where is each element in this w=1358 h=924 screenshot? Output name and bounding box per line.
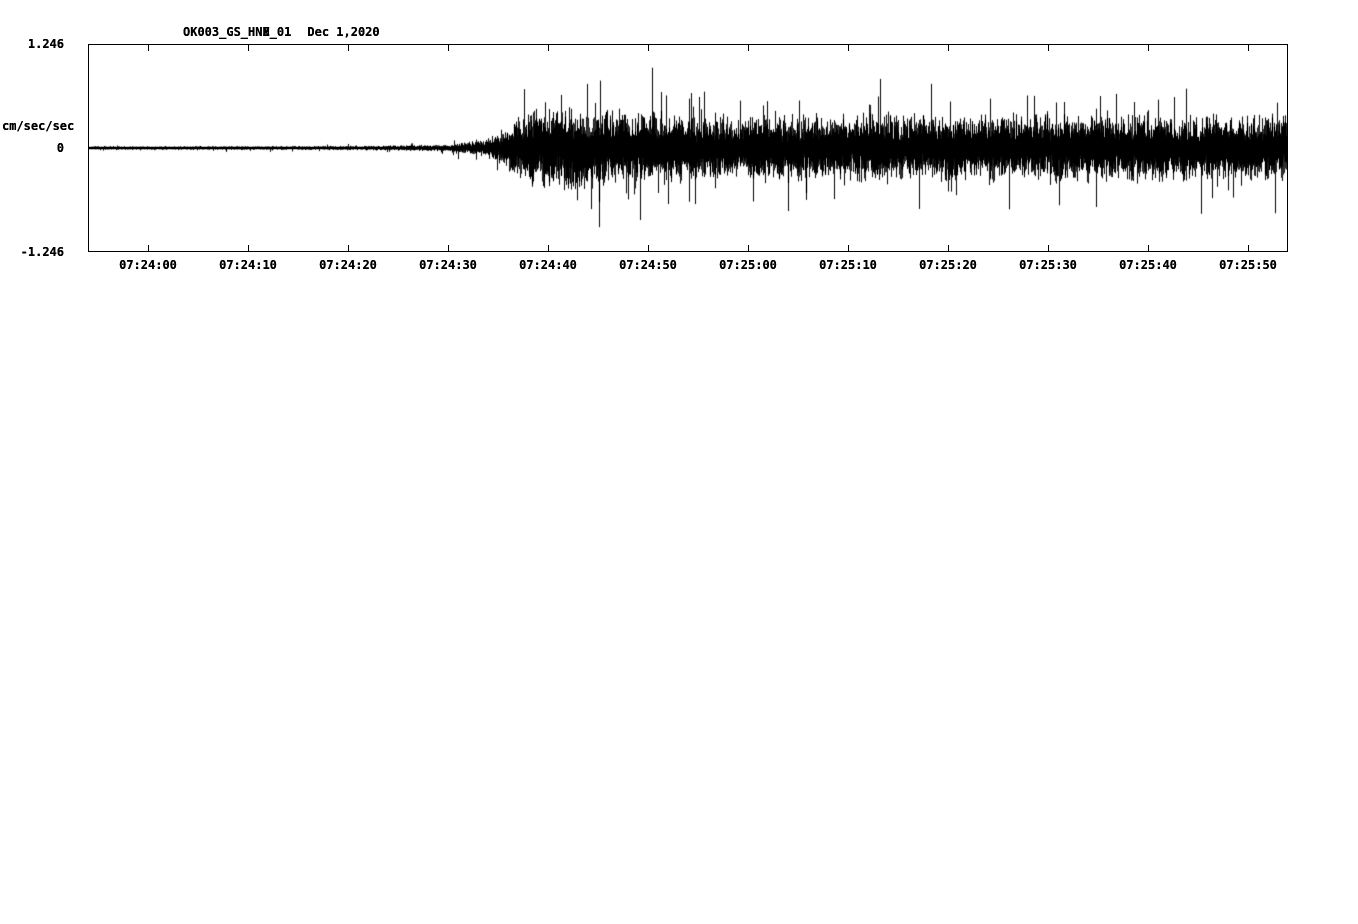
time-axis-labels: 07:24:00 07:24:10 07:24:20 07:24:30 07:24:40… <box>88 258 1288 274</box>
x-tick-label: 07:24:10 <box>219 258 277 272</box>
x-tick-label: 07:25:40 <box>1119 258 1177 272</box>
panel-title: OK003_GS_HNN_01 Dec 1,2020 <box>183 25 380 39</box>
x-tick-label: 07:25:10 <box>819 258 877 272</box>
plot-frame-and-ticks <box>88 44 1288 252</box>
x-tick-label: 07:25:40 <box>1119 258 1177 272</box>
x-tick-label: 07:25:40 <box>1119 258 1177 272</box>
x-tick-label: 07:24:40 <box>519 258 577 272</box>
record-date: Dec 1,2020 <box>307 25 380 39</box>
station-id: OK003_GS_HNE_01 <box>183 25 292 39</box>
station-id: OK003_GS_HNZ_01 <box>183 25 292 39</box>
panel-title: OK003_GS_HNE_01 Dec 1,2020 <box>183 25 380 39</box>
record-date: Dec 1,2020 <box>307 25 380 39</box>
x-tick-label: 07:25:30 <box>1019 258 1077 272</box>
x-tick-label: 07:24:10 <box>219 258 277 272</box>
waveform-trace <box>88 44 1288 252</box>
y-axis-unit-label: cm/sec/sec <box>2 119 75 133</box>
x-tick-label: 07:24:30 <box>419 258 477 272</box>
y-tick-min-label: -1.246 <box>20 245 64 259</box>
x-tick-label: 07:25:00 <box>719 258 777 272</box>
y-tick-zero-label: 0 <box>56 141 64 155</box>
time-axis-labels: 07:24:00 07:24:10 07:24:20 07:24:30 07:24:40… <box>88 258 1288 274</box>
x-tick-label: 07:24:00 <box>119 258 177 272</box>
y-tick-min-label: -1.246 <box>20 245 64 259</box>
y-axis-unit-label: cm/sec/sec <box>2 119 75 133</box>
x-tick-label: 07:25:00 <box>719 258 777 272</box>
seismogram-panel: OK003_GS_HNZ_01 Dec 1,2020 1.246 cm/sec/s… <box>0 0 1358 308</box>
x-tick-label: 07:25:20 <box>919 258 977 272</box>
record-date: Dec 1,2020 <box>307 25 380 39</box>
x-tick-label: 07:24:20 <box>319 258 377 272</box>
y-tick-max-label: 1.246 <box>27 37 64 51</box>
x-tick-label: 07:24:40 <box>519 258 577 272</box>
x-tick-label: 07:25:10 <box>819 258 877 272</box>
x-tick-label: 07:25:50 <box>1219 258 1277 272</box>
x-tick-label: 07:24:00 <box>119 258 177 272</box>
x-tick-label: 07:25:30 <box>1019 258 1077 272</box>
x-tick-label: 07:25:10 <box>819 258 877 272</box>
x-tick-label: 07:24:10 <box>219 258 277 272</box>
x-tick-label: 07:25:50 <box>1219 258 1277 272</box>
x-tick-label: 07:24:20 <box>319 258 377 272</box>
x-tick-label: 07:24:30 <box>419 258 477 272</box>
y-tick-max-label: 1.246 <box>27 37 64 51</box>
y-tick-zero-label: 0 <box>56 141 64 155</box>
station-id: OK003_GS_HNN_01 <box>183 25 292 39</box>
x-tick-label: 07:25:00 <box>719 258 777 272</box>
x-tick-label: 07:24:00 <box>119 258 177 272</box>
x-tick-label: 07:24:20 <box>319 258 377 272</box>
x-tick-label: 07:25:30 <box>1019 258 1077 272</box>
x-tick-label: 07:24:30 <box>419 258 477 272</box>
waveform-plot-area: 07:24:00 07:24:10 07:24:20 07:24:30 07:24:40… <box>88 44 1288 272</box>
x-tick-label: 07:24:50 <box>619 258 677 272</box>
y-tick-zero-label: 0 <box>56 141 64 155</box>
panel-title: OK003_GS_HNZ_01 Dec 1,2020 <box>183 25 380 39</box>
x-tick-label: 07:24:40 <box>519 258 577 272</box>
x-tick-label: 07:25:20 <box>919 258 977 272</box>
x-tick-label: 07:24:50 <box>619 258 677 272</box>
y-axis-unit-label: cm/sec/sec <box>2 119 75 133</box>
x-tick-label: 07:24:50 <box>619 258 677 272</box>
x-tick-label: 07:25:50 <box>1219 258 1277 272</box>
y-tick-max-label: 1.246 <box>27 37 64 51</box>
y-tick-min-label: -1.246 <box>20 245 64 259</box>
x-tick-label: 07:25:20 <box>919 258 977 272</box>
time-axis-labels: 07:24:00 07:24:10 07:24:20 07:24:30 07:24:40… <box>88 258 1288 274</box>
